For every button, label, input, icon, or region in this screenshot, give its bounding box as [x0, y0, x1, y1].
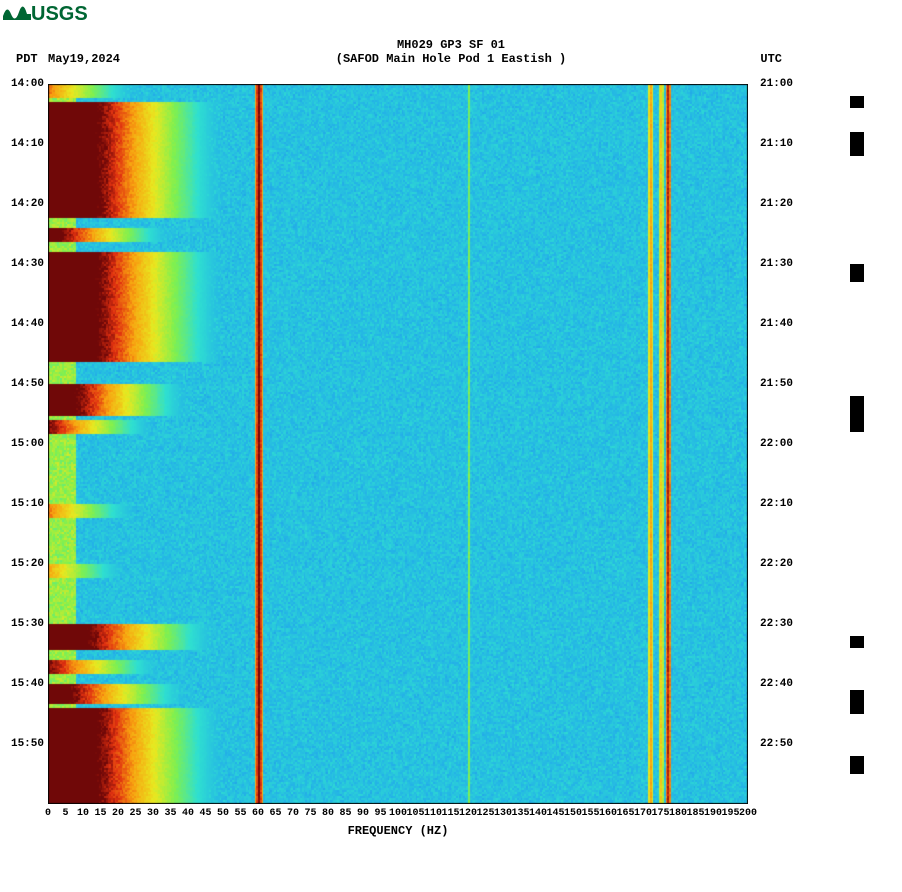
ytick-right: 21:40	[760, 318, 793, 330]
ytick-left: 15:10	[6, 498, 44, 510]
ytick-left: 15:00	[6, 438, 44, 450]
xtick: 155	[581, 808, 599, 819]
station-id: MH029 GP3 SF 01	[0, 38, 902, 52]
xtick: 175	[651, 808, 669, 819]
amplitude-mark	[850, 132, 864, 156]
ytick-right: 22:10	[760, 498, 793, 510]
ytick-right: 22:50	[760, 738, 793, 750]
xtick: 100	[389, 808, 407, 819]
xtick: 125	[476, 808, 494, 819]
spectrogram-canvas	[48, 84, 748, 804]
xtick: 30	[147, 808, 159, 819]
ytick-right: 22:30	[760, 618, 793, 630]
xtick: 80	[322, 808, 334, 819]
xtick: 195	[721, 808, 739, 819]
ytick-right: 22:00	[760, 438, 793, 450]
ytick-left: 15:40	[6, 678, 44, 690]
logo-text: USGS	[31, 3, 88, 25]
amplitude-mark	[850, 396, 864, 432]
ytick-right: 21:20	[760, 198, 793, 210]
ytick-left: 15:30	[6, 618, 44, 630]
ytick-right: 21:00	[760, 78, 793, 90]
xtick: 25	[129, 808, 141, 819]
xtick: 95	[374, 808, 386, 819]
xtick: 160	[599, 808, 617, 819]
xtick: 45	[199, 808, 211, 819]
right-y-axis-ticks: 21:0021:1021:2021:3021:4021:5022:0022:10…	[758, 84, 802, 804]
left-y-axis-ticks: 14:0014:1014:2014:3014:4014:5015:0015:10…	[6, 84, 46, 804]
xtick: 185	[686, 808, 704, 819]
xtick: 170	[634, 808, 652, 819]
ytick-left: 14:50	[6, 378, 44, 390]
amplitude-sidebar	[850, 84, 864, 804]
amplitude-mark	[850, 96, 864, 108]
xtick: 50	[217, 808, 229, 819]
xtick: 110	[424, 808, 442, 819]
x-axis-ticks: 0510152025303540455055606570758085909510…	[48, 808, 748, 824]
xtick: 120	[459, 808, 477, 819]
xtick: 145	[546, 808, 564, 819]
ytick-left: 14:20	[6, 198, 44, 210]
ytick-left: 14:40	[6, 318, 44, 330]
ytick-left: 14:00	[6, 78, 44, 90]
xtick: 35	[164, 808, 176, 819]
xtick: 165	[616, 808, 634, 819]
xtick: 90	[357, 808, 369, 819]
xtick: 180	[669, 808, 687, 819]
usgs-logo: USGS	[3, 3, 88, 26]
ytick-right: 22:20	[760, 558, 793, 570]
xtick: 65	[269, 808, 281, 819]
xtick: 60	[252, 808, 264, 819]
amplitude-mark	[850, 690, 864, 714]
amplitude-mark	[850, 636, 864, 648]
xtick: 85	[339, 808, 351, 819]
xtick: 75	[304, 808, 316, 819]
xtick: 190	[704, 808, 722, 819]
left-timezone-label: PDT	[16, 52, 38, 66]
ytick-left: 15:20	[6, 558, 44, 570]
ytick-right: 21:10	[760, 138, 793, 150]
xtick: 130	[494, 808, 512, 819]
xtick: 135	[511, 808, 529, 819]
x-axis-label: FREQUENCY (HZ)	[48, 824, 748, 838]
xtick: 140	[529, 808, 547, 819]
xtick: 70	[287, 808, 299, 819]
xtick: 0	[45, 808, 51, 819]
xtick: 115	[441, 808, 459, 819]
ytick-left: 14:30	[6, 258, 44, 270]
xtick: 10	[77, 808, 89, 819]
xtick: 105	[406, 808, 424, 819]
xtick: 20	[112, 808, 124, 819]
date-label: May19,2024	[48, 52, 120, 66]
xtick: 40	[182, 808, 194, 819]
xtick: 15	[94, 808, 106, 819]
ytick-right: 21:30	[760, 258, 793, 270]
right-timezone-label: UTC	[760, 52, 782, 66]
amplitude-mark	[850, 756, 864, 774]
amplitude-mark	[850, 264, 864, 282]
ytick-left: 14:10	[6, 138, 44, 150]
ytick-left: 15:50	[6, 738, 44, 750]
ytick-right: 21:50	[760, 378, 793, 390]
xtick: 55	[234, 808, 246, 819]
xtick: 200	[739, 808, 757, 819]
xtick: 5	[62, 808, 68, 819]
ytick-right: 22:40	[760, 678, 793, 690]
xtick: 150	[564, 808, 582, 819]
